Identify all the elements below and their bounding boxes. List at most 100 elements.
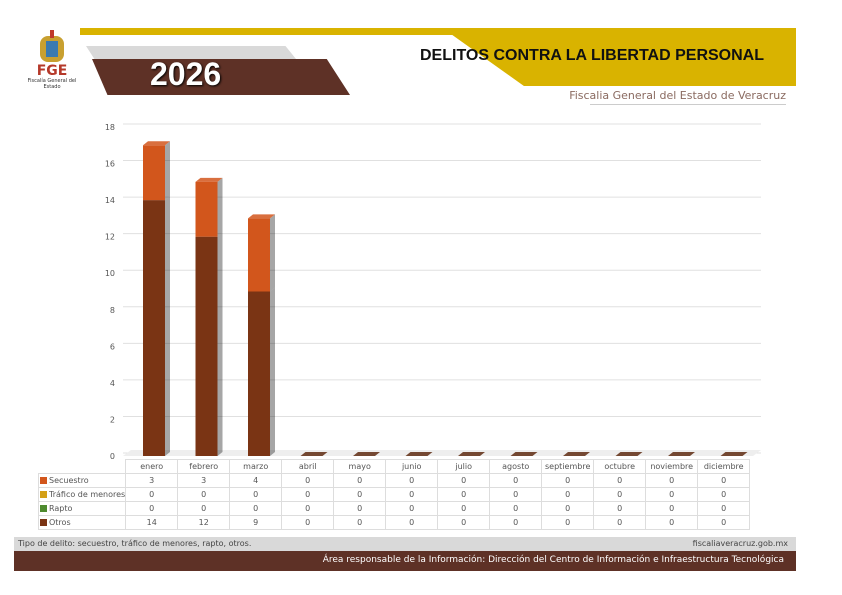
coat-of-arms-icon — [40, 30, 64, 62]
table-row: Rapto 0 0 0 0 0 0 0 0 0 0 0 0 — [37, 501, 751, 516]
data-label: 0 — [125, 487, 179, 502]
data-label: 0 — [229, 487, 283, 502]
data-label: 3 — [177, 473, 231, 488]
table-row: Otros 14 12 9 0 0 0 0 0 0 0 0 0 — [37, 515, 751, 530]
series-name: Otros — [49, 518, 71, 527]
x-tick-label: agosto — [489, 459, 543, 474]
y-tick-label: 14 — [105, 196, 115, 205]
data-label: 0 — [645, 487, 699, 502]
data-label: 0 — [229, 501, 283, 516]
responsible-area: Área responsable de la Información: Dire… — [322, 555, 784, 565]
data-label: 0 — [697, 473, 751, 488]
data-label: 0 — [281, 515, 335, 530]
x-tick-label: julio — [437, 459, 491, 474]
x-tick-label: mayo — [333, 459, 387, 474]
data-label: 0 — [177, 501, 231, 516]
data-label: 0 — [593, 473, 647, 488]
data-label: 0 — [385, 487, 439, 502]
data-label: 0 — [645, 515, 699, 530]
data-label: 0 — [645, 501, 699, 516]
bar-side — [270, 287, 275, 456]
legend-swatch — [40, 505, 47, 512]
bar-side — [270, 214, 275, 292]
bar-side — [217, 232, 223, 456]
logo-subtitle: Fiscalía General del Estado — [27, 78, 77, 90]
bar-top — [510, 452, 538, 456]
bar-top — [248, 214, 275, 219]
bar-top — [458, 452, 485, 456]
data-label: 0 — [541, 487, 595, 502]
series-name: Tráfico de menores — [49, 490, 126, 499]
data-label: 0 — [333, 473, 387, 488]
y-tick-label: 6 — [110, 342, 115, 351]
year: 2026 — [150, 56, 222, 92]
y-tick-label: 2 — [110, 415, 115, 424]
table-corner — [39, 460, 126, 474]
bar-top — [300, 452, 328, 456]
data-label: 14 — [125, 515, 179, 530]
data-label: 0 — [489, 487, 543, 502]
x-tick-label: junio — [385, 459, 439, 474]
bar-top — [615, 452, 643, 456]
footer-responsible-bar: Área responsable de la Información: Dire… — [14, 551, 796, 571]
bar-top — [720, 452, 748, 456]
y-tick-label: 10 — [105, 269, 115, 278]
data-label: 12 — [177, 515, 231, 530]
data-label: 0 — [281, 473, 335, 488]
data-label: 0 — [697, 487, 751, 502]
x-tick-label: marzo — [229, 459, 283, 474]
year-banner — [92, 59, 350, 95]
x-tick-label: febrero — [177, 459, 231, 474]
bar-top — [405, 452, 433, 456]
data-label: 0 — [437, 515, 491, 530]
data-label: 9 — [229, 515, 283, 530]
legend-swatch — [40, 491, 47, 498]
y-tick-label: 12 — [105, 233, 115, 242]
stacked-bar-chart: 0 2 4 6 8 10 12 14 16 18 — [105, 123, 761, 461]
bar-top — [143, 141, 170, 146]
data-label: 0 — [489, 473, 543, 488]
data-label: 0 — [593, 515, 647, 530]
logo-text: FGE — [36, 63, 68, 79]
bar-top — [563, 452, 590, 456]
y-tick-label: 16 — [105, 160, 115, 169]
bar-top — [353, 452, 380, 456]
bar-top — [668, 452, 695, 456]
series-name: Secuestro — [49, 476, 89, 485]
data-label: 4 — [229, 473, 283, 488]
x-tick-label: abril — [281, 459, 335, 474]
bar-side — [165, 141, 170, 201]
data-label: 0 — [385, 473, 439, 488]
y-tick-label: 18 — [105, 123, 115, 132]
data-label: 0 — [489, 515, 543, 530]
data-label: 0 — [697, 515, 751, 530]
legend-swatch — [40, 477, 47, 484]
data-label: 0 — [437, 487, 491, 502]
y-tick-label: 8 — [110, 306, 115, 315]
data-label: 0 — [177, 487, 231, 502]
series-name: Rapto — [49, 504, 73, 513]
data-label: 0 — [333, 501, 387, 516]
data-label: 0 — [697, 501, 751, 516]
page-title: DELITOS CONTRA LA LIBERTAD PERSONAL — [420, 47, 764, 64]
chart-floor — [123, 450, 761, 456]
website-link[interactable]: fiscaliaveracruz.gob.mx — [692, 539, 788, 548]
data-label: 0 — [593, 501, 647, 516]
data-label: 0 — [645, 473, 699, 488]
bar-segment — [195, 236, 218, 456]
divider — [590, 104, 786, 105]
data-label: 0 — [593, 487, 647, 502]
header-gray-stripe — [86, 46, 296, 59]
data-label: 0 — [541, 515, 595, 530]
x-tick-label: octubre — [593, 459, 647, 474]
data-label: 0 — [333, 487, 387, 502]
data-label: 0 — [541, 473, 595, 488]
fge-logo: FGE Fiscalía General del Estado — [22, 28, 82, 92]
data-label: 0 — [125, 501, 179, 516]
data-label: 0 — [385, 501, 439, 516]
x-tick-label: diciembre — [697, 459, 751, 474]
table-row: Tráfico de menores 0 0 0 0 0 0 0 0 0 0 0 0 — [37, 487, 751, 502]
data-label: 0 — [333, 515, 387, 530]
footer-note-bar: Tipo de delito: secuestro, tráfico de me… — [14, 537, 796, 551]
y-tick-label: 4 — [110, 379, 115, 388]
